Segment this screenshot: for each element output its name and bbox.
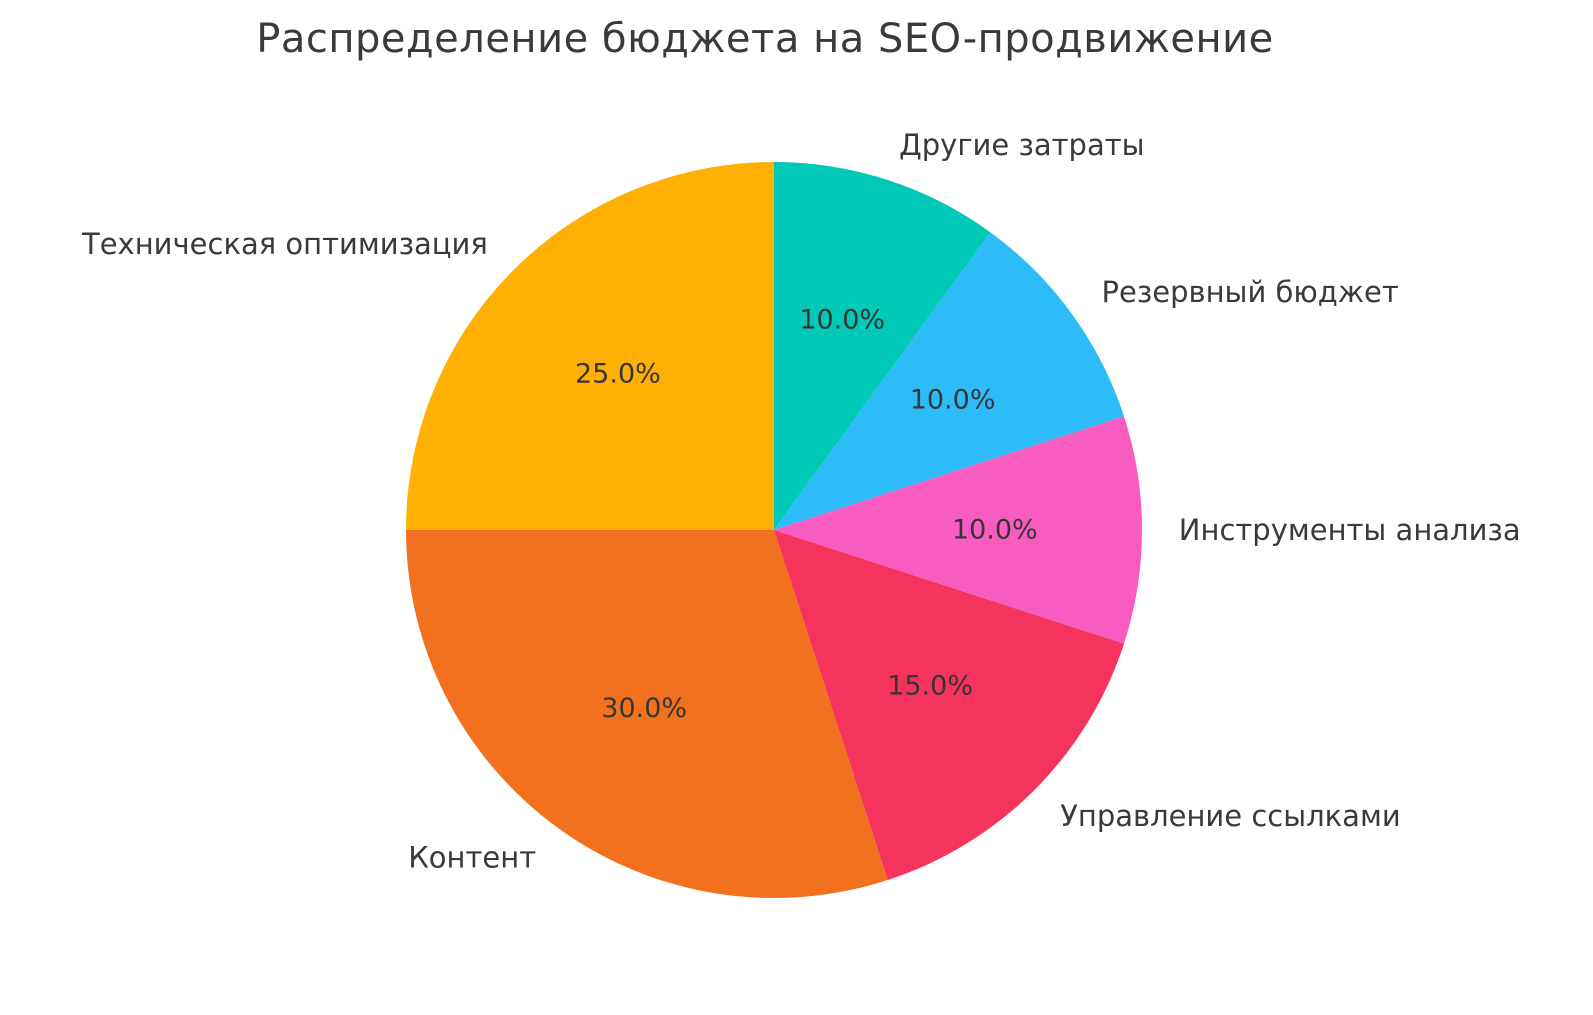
pct-label-4: 15.0% bbox=[887, 671, 973, 702]
slice-label-2: Резервный бюджет bbox=[1102, 275, 1399, 309]
pct-label-5: 30.0% bbox=[601, 693, 687, 724]
pie-slice-2 bbox=[774, 232, 1124, 530]
pie-slice-5 bbox=[406, 530, 888, 899]
slice-label-5: Контент bbox=[408, 841, 536, 875]
chart-title: Распределение бюджета на SEO-продвижение bbox=[256, 16, 1274, 62]
pct-label-6: 25.0% bbox=[575, 358, 661, 389]
pie-slice-6 bbox=[406, 162, 774, 530]
pct-label-2: 10.0% bbox=[910, 385, 996, 416]
slice-label-3: Инструменты анализа bbox=[1179, 513, 1521, 547]
slice-label-4: Управление ссылками bbox=[1060, 799, 1400, 833]
slice-label-1: Другие затраты bbox=[899, 128, 1144, 162]
pct-label-1: 10.0% bbox=[799, 305, 885, 336]
pie-slice-1 bbox=[774, 162, 991, 530]
pct-label-3: 10.0% bbox=[952, 515, 1038, 546]
pie-slice-3 bbox=[774, 416, 1143, 644]
slice-label-6: Техническая оптимизация bbox=[81, 227, 488, 261]
pie-slice-4 bbox=[774, 530, 1124, 880]
